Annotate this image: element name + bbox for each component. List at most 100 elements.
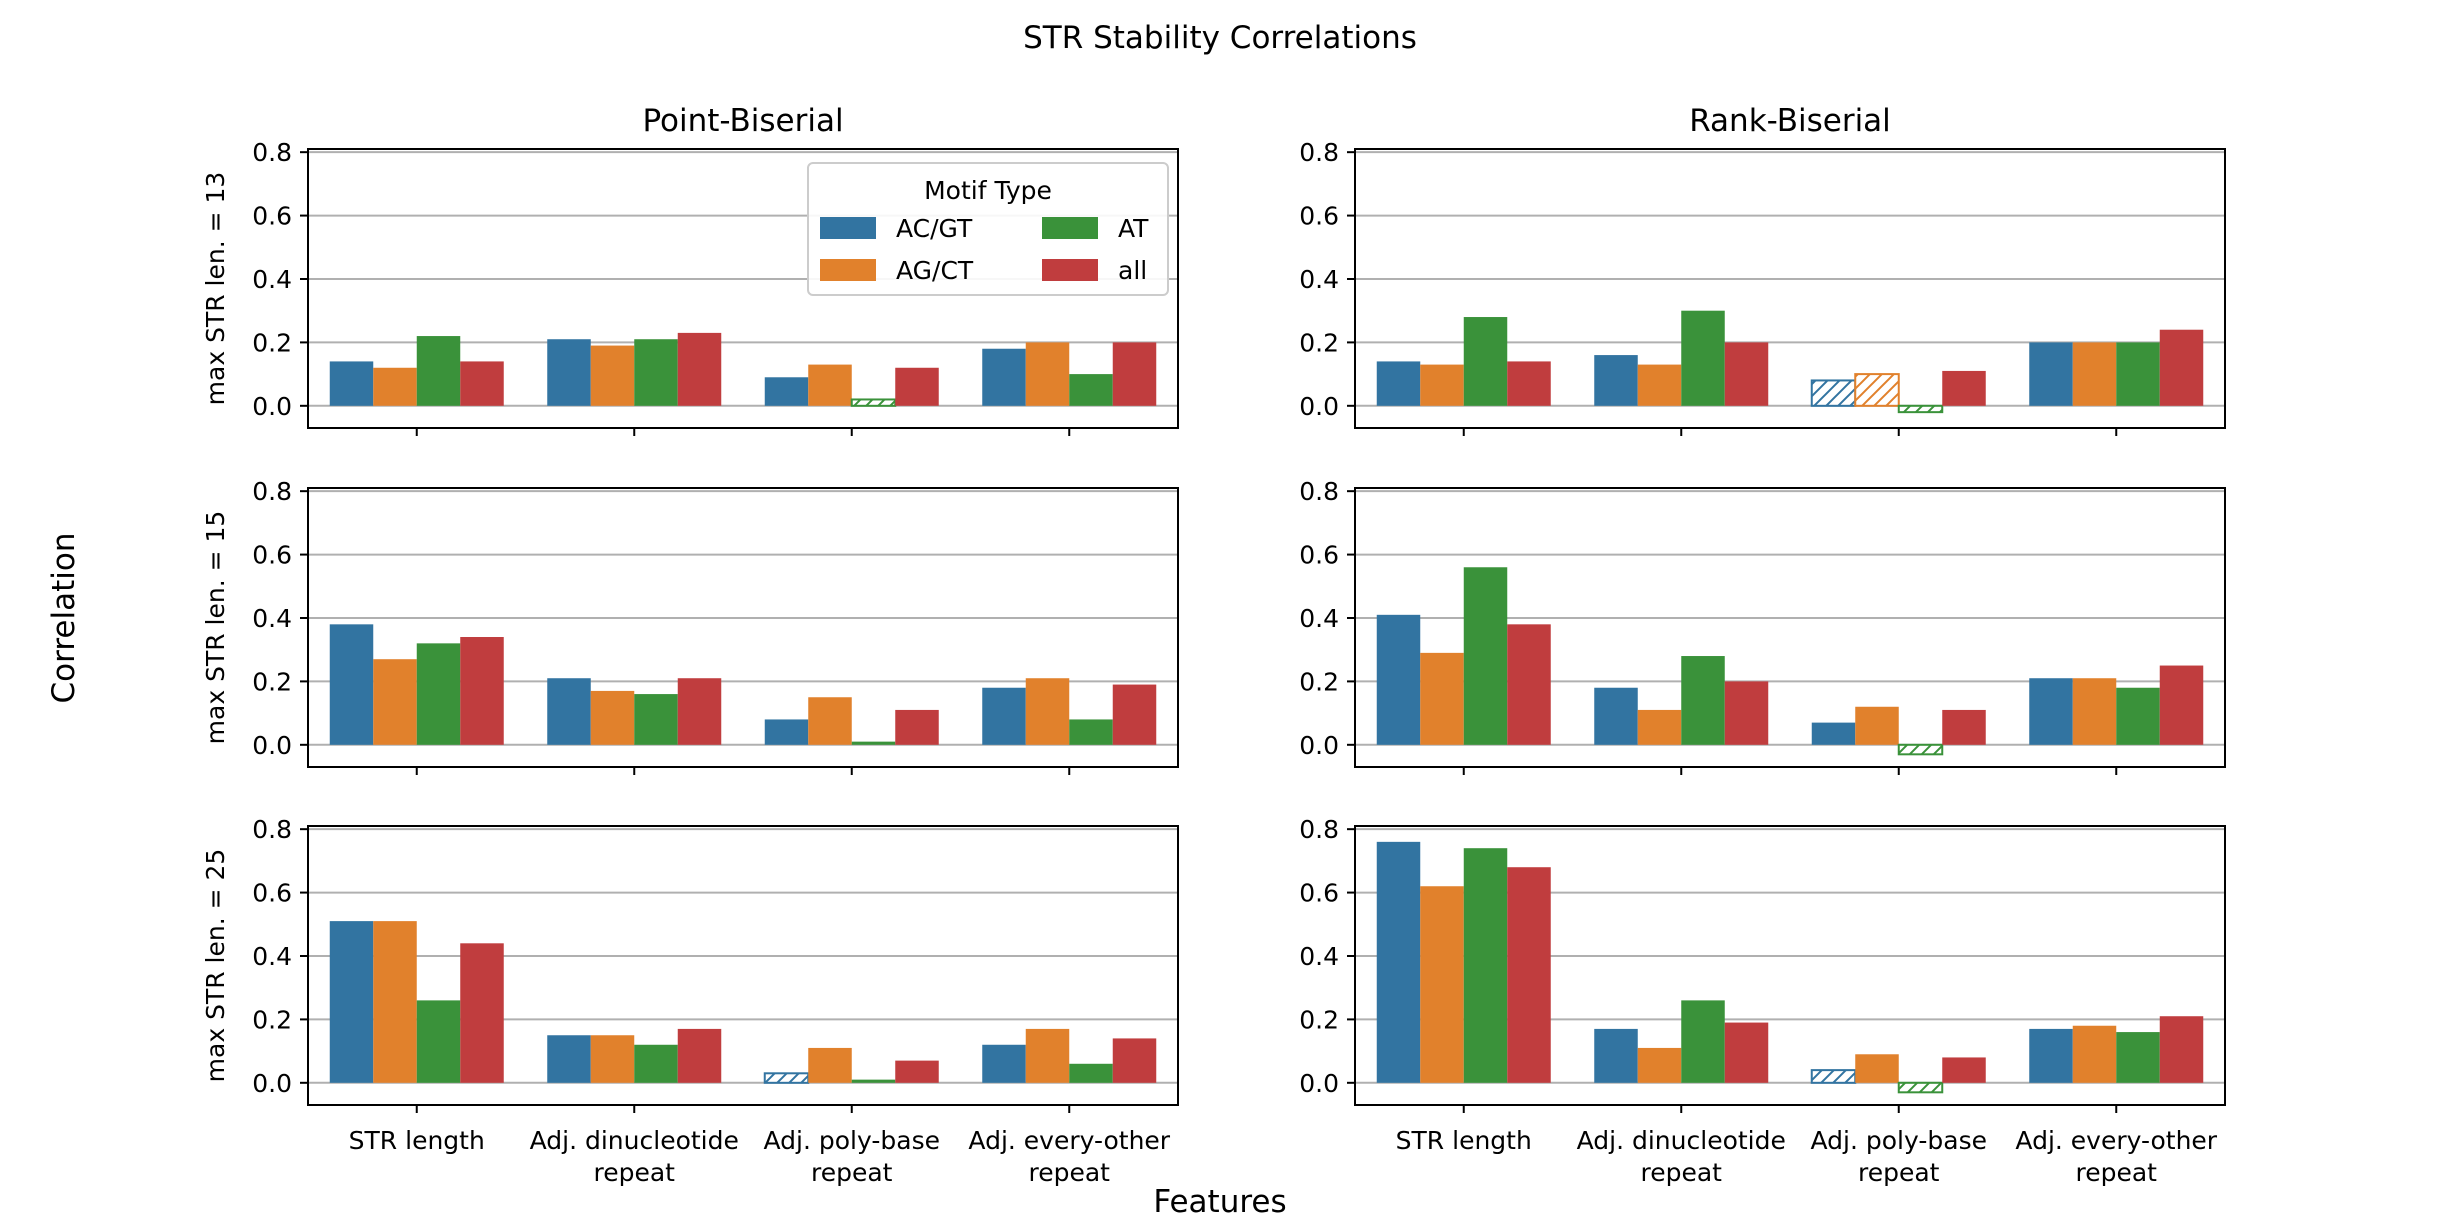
- bar-ac-gt-adj-dinucleotide-repeat: [1594, 687, 1638, 745]
- y-tick-label: 0.2: [252, 1005, 292, 1034]
- x-tick-label: repeat: [2076, 1158, 2158, 1187]
- bar-ac-gt-adj-poly-base-repeat: [1810, 1069, 1857, 1084]
- bar-at-adj-every-other-repeat: [1069, 374, 1113, 406]
- bar-ac-gt-adj-poly-base-repeat: [764, 377, 809, 406]
- legend-swatch-at: [1042, 217, 1098, 239]
- bar-ag-ct-adj-dinucleotide-repeat: [1637, 364, 1682, 406]
- bar-ac-gt-adj-dinucleotide-repeat: [547, 339, 591, 406]
- subplot-rank-biserial-max-str-len-13: 0.0 0.2 0.4 0.6 0.8 Rank-Biserial: [1299, 103, 2226, 436]
- bar-at-adj-dinucleotide-repeat: [634, 339, 678, 406]
- bar-ac-gt-adj-every-other-repeat: [982, 1044, 1026, 1083]
- bar-ag-ct-str-length: [373, 367, 417, 406]
- y-tick-label: 0.4: [1299, 265, 1339, 294]
- bar-ag-ct-adj-dinucleotide-repeat: [590, 690, 635, 745]
- x-tick-label: STR length: [349, 1126, 485, 1155]
- subplot-point-biserial-max-str-len-25: 0.0 0.2 0.4 0.6 0.8 STR length Adj. dinucleoti…: [201, 815, 1179, 1187]
- bar-at-adj-poly-base-repeat: [1897, 743, 1944, 756]
- bar-ag-ct-str-length: [373, 921, 417, 1083]
- bar-at-adj-every-other-repeat: [1069, 719, 1113, 745]
- x-tick-label: Adj. every-other: [968, 1126, 1170, 1155]
- y-tick-label: 0.6: [1299, 879, 1339, 908]
- bar-ag-ct-adj-dinucleotide-repeat: [1637, 709, 1682, 745]
- legend-swatch-ag-ct: [820, 259, 876, 281]
- y-tick-label: 0.2: [1299, 328, 1339, 357]
- bar-ac-gt-adj-poly-base-repeat: [1811, 722, 1856, 745]
- bar-ac-gt-adj-dinucleotide-repeat: [547, 1035, 591, 1083]
- bar-all-adj-every-other-repeat: [2159, 1016, 2204, 1083]
- figure-title: STR Stability Correlations: [1023, 20, 1417, 56]
- x-tick-label: Adj. poly-base: [764, 1126, 940, 1155]
- y-tick-label: 0.4: [252, 265, 292, 294]
- y-tick-label: 0.4: [252, 942, 292, 971]
- subplot-rank-biserial-max-str-len-15: 0.0 0.2 0.4 0.6 0.8: [1299, 477, 2226, 775]
- bar-ac-gt-adj-poly-base-repeat: [1810, 379, 1857, 407]
- y-tick-label: 0.8: [252, 815, 292, 844]
- bar-at-str-length: [1463, 567, 1508, 745]
- bar-ac-gt-adj-dinucleotide-repeat: [547, 678, 591, 745]
- bar-ac-gt-str-length: [329, 624, 374, 745]
- figure-x-label: Features: [1153, 1184, 1286, 1220]
- bar-ag-ct-adj-poly-base-repeat: [1855, 706, 1899, 745]
- bar-all-adj-dinucleotide-repeat: [1724, 342, 1769, 406]
- y-tick-label: 0.0: [1299, 1069, 1339, 1098]
- bar-all-adj-every-other-repeat: [2159, 329, 2204, 406]
- y-tick-label: 0.0: [1299, 731, 1339, 760]
- bar-all-adj-poly-base-repeat: [1942, 1057, 1986, 1083]
- bar-ac-gt-str-length: [329, 361, 374, 406]
- x-tick-label: repeat: [811, 1158, 893, 1187]
- bar-ag-ct-adj-every-other-repeat: [1025, 342, 1070, 406]
- bar-ac-gt-str-length: [329, 921, 374, 1083]
- y-tick-label: 0.4: [1299, 604, 1339, 633]
- bar-ag-ct-adj-poly-base-repeat: [1855, 1054, 1899, 1083]
- bar-ag-ct-adj-every-other-repeat: [1025, 1028, 1070, 1083]
- bar-ac-gt-adj-dinucleotide-repeat: [1594, 1028, 1638, 1083]
- bar-ac-gt-adj-every-other-repeat: [2029, 1028, 2073, 1083]
- row-label: max STR len. = 13: [201, 172, 230, 406]
- bar-at-adj-dinucleotide-repeat: [1681, 310, 1725, 406]
- bar-all-adj-every-other-repeat: [1112, 684, 1157, 745]
- bar-ag-ct-adj-every-other-repeat: [2072, 1025, 2117, 1083]
- y-tick-label: 0.0: [252, 1069, 292, 1098]
- bar-ag-ct-adj-dinucleotide-repeat: [590, 1035, 635, 1083]
- bar-ag-ct-adj-every-other-repeat: [2072, 342, 2117, 406]
- bar-ac-gt-str-length: [1376, 841, 1421, 1083]
- subplot-point-biserial-max-str-len-13: 0.0 0.2 0.4 0.6 0.8 Point-Biserial max STR len…: [201, 103, 1179, 436]
- legend-label-at: AT: [1118, 214, 1149, 243]
- bar-at-adj-poly-base-repeat: [1897, 1081, 1944, 1094]
- bar-ac-gt-adj-every-other-repeat: [2029, 342, 2073, 406]
- bar-at-adj-poly-base-repeat: [851, 1079, 896, 1083]
- y-tick-label: 0.0: [1299, 392, 1339, 421]
- bar-at-str-length: [416, 643, 461, 745]
- plot-frame: [307, 487, 1179, 768]
- legend-label-all: all: [1118, 256, 1147, 285]
- bar-ac-gt-adj-poly-base-repeat: [764, 719, 809, 745]
- bar-at-adj-dinucleotide-repeat: [1681, 656, 1725, 745]
- bar-all-str-length: [460, 943, 504, 1083]
- bar-ag-ct-adj-poly-base-repeat: [1854, 373, 1900, 407]
- y-tick-label: 0.8: [252, 477, 292, 506]
- x-tick-label: repeat: [1029, 1158, 1111, 1187]
- y-tick-label: 0.6: [252, 879, 292, 908]
- bar-all-str-length: [1507, 624, 1551, 745]
- bar-all-str-length: [460, 637, 504, 745]
- bar-ag-ct-adj-poly-base-repeat: [808, 697, 852, 745]
- bar-ag-ct-adj-poly-base-repeat: [808, 364, 852, 406]
- x-tick-label: repeat: [1641, 1158, 1723, 1187]
- bar-all-adj-dinucleotide-repeat: [677, 678, 722, 745]
- y-tick-label: 0.0: [252, 731, 292, 760]
- bar-at-adj-dinucleotide-repeat: [634, 1044, 678, 1083]
- legend-swatch-all: [1042, 259, 1098, 281]
- plot-frame: [307, 148, 1179, 429]
- y-tick-label: 0.6: [252, 541, 292, 570]
- bar-all-adj-poly-base-repeat: [895, 367, 939, 406]
- bar-all-adj-every-other-repeat: [2159, 665, 2204, 745]
- bar-all-adj-poly-base-repeat: [895, 709, 939, 745]
- bar-ac-gt-adj-every-other-repeat: [2029, 678, 2073, 745]
- bar-at-adj-poly-base-repeat: [850, 398, 897, 407]
- x-tick-label: repeat: [594, 1158, 676, 1187]
- bar-at-adj-poly-base-repeat: [851, 741, 896, 745]
- legend-title: Motif Type: [924, 176, 1052, 205]
- x-tick-label: Adj. poly-base: [1811, 1126, 1987, 1155]
- y-tick-label: 0.8: [1299, 138, 1339, 167]
